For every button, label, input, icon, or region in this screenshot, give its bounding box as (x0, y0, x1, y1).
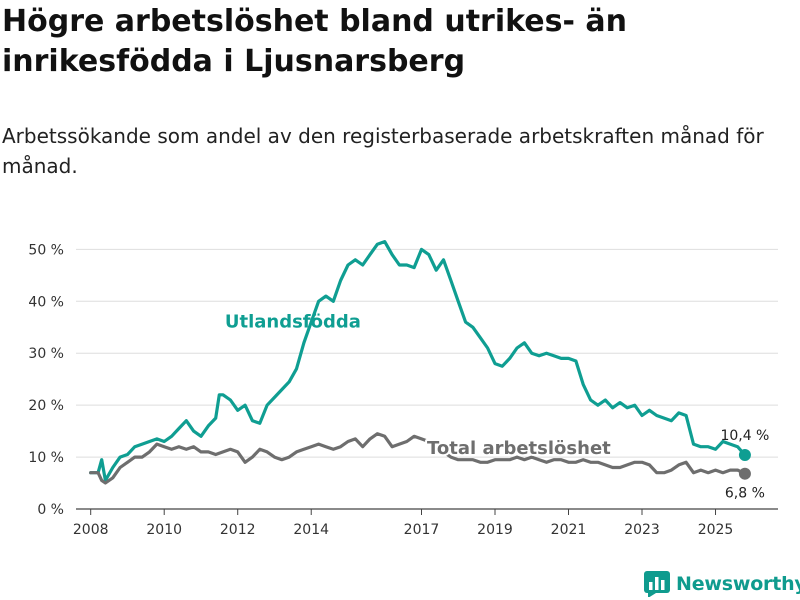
series-label-utlandsfodda: Utlandsfödda (225, 311, 361, 332)
brand-name: Newsworthy (676, 573, 800, 595)
x-tick-label: 2012 (220, 522, 256, 538)
y-tick-label: 10 % (28, 450, 64, 466)
x-tick-label: 2019 (477, 522, 513, 538)
y-tick-label: 50 % (28, 242, 64, 258)
chart-subtitle: Arbetssökande som andel av den registerb… (2, 124, 764, 178)
x-tick-label: 2010 (146, 522, 182, 538)
y-tick-label: 30 % (28, 346, 64, 362)
x-tick-label: 2021 (551, 522, 587, 538)
y-tick-label: 40 % (28, 294, 64, 310)
x-tick-label: 2023 (624, 522, 660, 538)
x-tick-label: 2008 (73, 522, 109, 538)
series-line-total (89, 432, 747, 485)
series-end-marker (738, 467, 751, 480)
x-tick-label: 2014 (293, 522, 329, 538)
newsworthy-brand[interactable]: Newsworthy (644, 568, 800, 600)
series-end-label: 6,8 % (725, 486, 765, 502)
series-label-total: Total arbetslöshet (427, 438, 611, 459)
series-line-utlandsfodda (89, 240, 747, 482)
x-tick-label: 2017 (404, 522, 440, 538)
x-tick-label: 2025 (698, 522, 734, 538)
series-end-label: 10,4 % (720, 428, 769, 444)
series-end-marker (738, 449, 751, 461)
y-tick-label: 20 % (28, 398, 64, 414)
y-tick-label: 0 % (37, 502, 64, 518)
chart-title: Högre arbetslöshet bland utrikes- än inr… (2, 4, 627, 79)
bar-chart-logo-icon (644, 571, 670, 597)
